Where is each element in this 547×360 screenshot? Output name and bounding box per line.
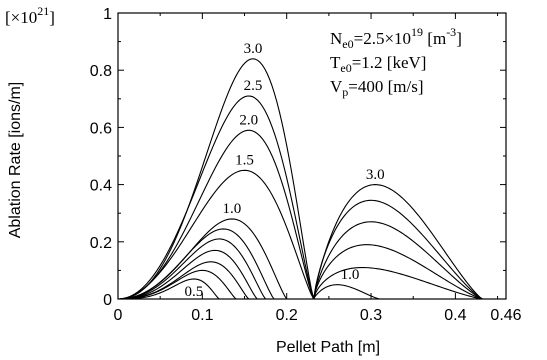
annotation-velocity: Vp=400 [m/s]	[330, 77, 424, 99]
series-line	[118, 261, 250, 300]
axes: 0 0.2 0.4 0.6 0.8 1 0 0.1 0.2 0.3 0.4 0.46	[90, 6, 522, 324]
series-line	[117, 218, 288, 300]
curve-label: 2.5	[244, 78, 263, 94]
curve-label: 1.0	[341, 267, 360, 283]
x-tick-label: 0.2	[276, 307, 298, 324]
series-line	[313, 266, 483, 300]
x-tick-label: 0.4	[444, 307, 466, 324]
curve-label: 1.0	[222, 201, 241, 217]
x-tick-label: 0	[114, 307, 123, 324]
y-multiplier: [×1021]	[5, 4, 55, 27]
series-line	[117, 249, 258, 300]
y-axis-label: Ablation Rate [ions/m]	[7, 82, 24, 239]
x-tick-label: 0.46	[490, 307, 521, 324]
series-line	[117, 129, 315, 300]
y-tick-label: 1	[103, 6, 112, 23]
curve-label: 2.0	[239, 113, 258, 129]
curve-label: 0.5	[185, 284, 204, 300]
y-tick-label: 0.8	[90, 63, 112, 80]
x-tick-label: 0.3	[360, 307, 382, 324]
curve-label: 3.0	[366, 167, 385, 183]
series-line	[313, 199, 483, 300]
series-line	[117, 58, 315, 300]
y-tick-label: 0.2	[90, 235, 112, 252]
curve-labels: 3.0 2.5 2.0 1.5 1.0 0.5 3.0 1.0	[185, 41, 385, 300]
curve-label: 3.0	[244, 41, 263, 57]
series-line	[313, 284, 380, 300]
annotation-temperature: Te0=1.2 [keV]	[330, 53, 426, 75]
series-line	[313, 221, 483, 300]
series-line	[313, 244, 483, 300]
y-tick-label: 0	[103, 292, 112, 309]
y-tick-label: 0.6	[90, 120, 112, 137]
series-line	[117, 238, 267, 300]
curve-label: 1.5	[235, 153, 254, 169]
y-tick-label: 0.4	[90, 178, 112, 195]
series-line	[313, 184, 483, 300]
series-line	[117, 95, 315, 300]
annotation-density: Ne0=2.5×1019 [m-3]	[330, 25, 462, 51]
x-tick-label: 0.1	[191, 307, 213, 324]
x-axis-label: Pellet Path [m]	[276, 339, 380, 356]
curves	[117, 58, 483, 300]
